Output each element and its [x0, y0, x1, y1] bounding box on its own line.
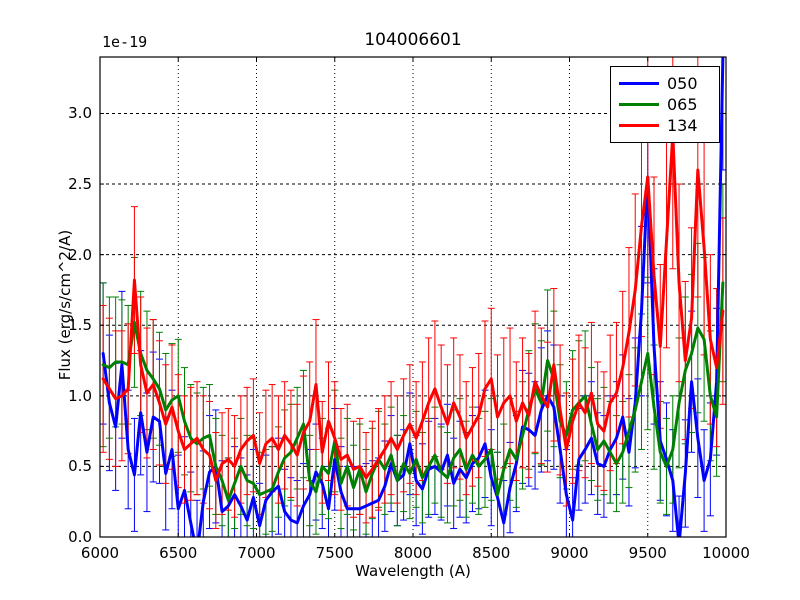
x-tick-label: 6000: [80, 544, 120, 562]
x-tick-label: 7500: [315, 544, 354, 562]
legend: 050 065 134: [610, 66, 720, 143]
x-tick-label: 9000: [550, 544, 589, 562]
y-tick-label: 0.0: [68, 528, 92, 546]
legend-label-050: 050: [667, 73, 698, 93]
series-line-134: [101, 133, 725, 483]
y-tick-label: 3.0: [68, 104, 92, 123]
y-tick-label: 1.5: [68, 316, 92, 335]
series-line-050: [101, 57, 725, 537]
legend-item-134[interactable]: 134: [619, 115, 711, 136]
legend-item-065[interactable]: 065: [619, 94, 711, 115]
legend-swatch-134: [619, 124, 659, 127]
x-axis-label: Wavelength (A): [355, 562, 471, 580]
y-tick-label: 0.5: [68, 457, 92, 476]
x-tick-label: 8000: [393, 544, 433, 562]
legend-item-050[interactable]: 050: [619, 73, 711, 94]
series-line-065: [101, 281, 725, 502]
chart-title: 104006601: [364, 30, 462, 50]
legend-swatch-050: [619, 82, 659, 85]
legend-label-134: 134: [667, 115, 698, 135]
y-axis-offset-text: 1e-19: [102, 33, 148, 51]
y-tick-label: 2.0: [68, 245, 92, 264]
x-tick-label: 9500: [628, 544, 667, 562]
legend-swatch-065: [619, 103, 659, 106]
x-tick-label: 8500: [472, 544, 511, 562]
legend-label-065: 065: [667, 94, 698, 114]
x-tick-label: 6500: [159, 544, 198, 562]
y-tick-label: 1.0: [68, 386, 92, 405]
x-tick-label: 10000: [702, 544, 750, 562]
x-tick-label: 7000: [237, 544, 276, 562]
y-tick-label: 2.5: [68, 175, 92, 194]
tick-marks: [99, 57, 727, 538]
